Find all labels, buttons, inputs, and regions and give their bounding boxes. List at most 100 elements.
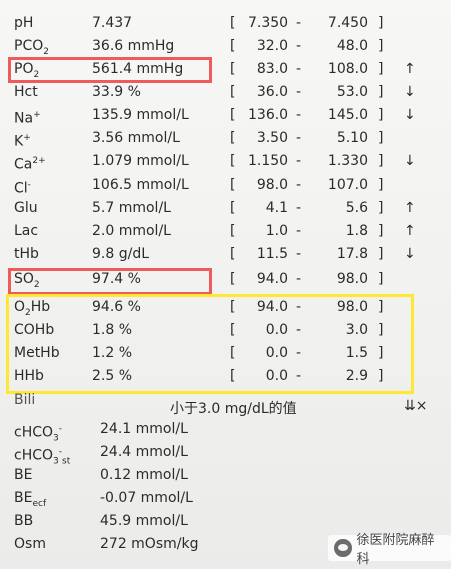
range-dash: - bbox=[296, 345, 302, 361]
range-bracket: [ bbox=[230, 271, 236, 287]
calc-value: 0.12 mmol/L bbox=[100, 467, 188, 483]
ref-high: 2.9 bbox=[345, 368, 368, 384]
calc-value: 24.4 mmol/L bbox=[100, 444, 188, 460]
bili-flag: ⇊× bbox=[404, 398, 428, 414]
abnormal-flag: ↓ bbox=[404, 84, 416, 100]
range-bracket: ] bbox=[378, 130, 384, 146]
analyte-value: 94.6 % bbox=[92, 299, 141, 315]
wechat-icon bbox=[334, 539, 352, 557]
result-row: Hct 33.9 % 36.0 53.0 ↓ [-] bbox=[0, 81, 451, 103]
ref-low: 83.0 bbox=[256, 61, 288, 77]
ref-high: 5.10 bbox=[336, 130, 368, 146]
range-bracket: [ bbox=[230, 322, 236, 338]
range-bracket: [ bbox=[230, 130, 236, 146]
range-bracket: ] bbox=[378, 177, 384, 193]
ref-high: 7.450 bbox=[327, 15, 368, 31]
ref-low: 0.0 bbox=[265, 322, 288, 338]
range-bracket: ] bbox=[378, 15, 384, 31]
abnormal-flag: ↑ bbox=[404, 200, 416, 216]
analyte-value: 1.8 % bbox=[92, 322, 133, 338]
range-dash: - bbox=[296, 200, 302, 216]
ref-low: 0.0 bbox=[265, 368, 288, 384]
calc-name: cHCO3-st bbox=[14, 447, 71, 467]
range-bracket: [ bbox=[230, 61, 236, 77]
abnormal-flag: ↓ bbox=[404, 246, 416, 262]
ref-high: 17.8 bbox=[336, 246, 368, 262]
ref-high: 1.5 bbox=[345, 345, 368, 361]
result-row: Na+ 135.9 mmol/L 136.0 145.0 ↓ [-] bbox=[0, 104, 451, 127]
range-bracket: ] bbox=[378, 38, 384, 54]
analyte-name: SO2 bbox=[14, 271, 40, 290]
ref-high: 98.0 bbox=[336, 271, 368, 287]
range-bracket: [ bbox=[230, 38, 236, 54]
range-bracket: ] bbox=[378, 246, 384, 262]
result-row: HHb 2.5 % 0.0 2.9 [-] bbox=[0, 365, 451, 387]
bili-note: 小于3.0 mg/dL的值 bbox=[170, 401, 297, 417]
analyte-name: K+ bbox=[14, 133, 31, 150]
analyte-value: 135.9 mmol/L bbox=[92, 107, 189, 123]
calc-name: BEecf bbox=[14, 490, 47, 509]
analyte-value: 1.2 % bbox=[92, 345, 133, 361]
result-row: K+ 3.56 mmol/L 3.50 5.10 [ -] bbox=[0, 127, 451, 150]
watermark-label: 徐医附院麻醉科 bbox=[356, 533, 435, 567]
ref-low: 136.0 bbox=[248, 107, 289, 123]
analyte-value: 9.8 g/dL bbox=[92, 246, 150, 262]
analyte-value: 5.7 mmol/L bbox=[92, 200, 171, 216]
analyte-name: PO2 bbox=[14, 61, 40, 80]
analyte-value: 1.079 mmol/L bbox=[92, 153, 189, 169]
analyte-name: Glu bbox=[14, 200, 38, 216]
ref-high: 107.0 bbox=[327, 177, 368, 193]
result-row: PO2 561.4 mmHg 83.0 108.0 ↑ [-] bbox=[0, 58, 451, 80]
range-dash: - bbox=[296, 15, 302, 31]
calculated-row: BE 0.12 mmol/L bbox=[0, 464, 451, 486]
range-bracket: [ bbox=[230, 345, 236, 361]
analyte-name: MetHb bbox=[14, 345, 60, 361]
calc-name: cHCO3- bbox=[14, 424, 63, 444]
analyte-name: PCO2 bbox=[14, 38, 49, 57]
result-row: SO2 97.4 % 94.0 98.0 [-] bbox=[0, 268, 451, 290]
range-dash: - bbox=[296, 368, 302, 384]
ref-low: 98.0 bbox=[256, 177, 288, 193]
range-dash: - bbox=[296, 84, 302, 100]
calc-value: 272 mOsm/kg bbox=[100, 536, 199, 552]
ref-low: 4.1 bbox=[265, 200, 288, 216]
abnormal-flag: ↑ bbox=[404, 223, 416, 239]
analyte-name: tHb bbox=[14, 246, 39, 262]
range-dash: - bbox=[296, 61, 302, 77]
result-row: Lac 2.0 mmol/L 1.0 1.8 ↑ [-] bbox=[0, 220, 451, 242]
range-dash: - bbox=[296, 130, 302, 146]
result-row: Glu 5.7 mmol/L 4.1 5.6 ↑ [-] bbox=[0, 197, 451, 219]
range-bracket: [ bbox=[230, 299, 236, 315]
range-bracket: [ bbox=[230, 107, 236, 123]
range-bracket: [ bbox=[230, 368, 236, 384]
analyte-value: 7.437 bbox=[92, 15, 133, 31]
ref-low: 1.0 bbox=[265, 223, 288, 239]
result-row: PCO2 36.6 mmHg 32.0 48.0 [-] bbox=[0, 35, 451, 57]
analyte-name: Cl- bbox=[14, 180, 31, 197]
range-dash: - bbox=[296, 153, 302, 169]
range-bracket: [ bbox=[230, 84, 236, 100]
range-bracket: [ bbox=[230, 177, 236, 193]
ref-low: 3.50 bbox=[256, 130, 288, 146]
ref-high: 53.0 bbox=[336, 84, 368, 100]
range-bracket: ] bbox=[378, 368, 384, 384]
calculated-row: BEecf -0.07 mmol/L bbox=[0, 487, 451, 509]
calc-value: 24.1 mmol/L bbox=[100, 421, 188, 437]
analyte-value: 3.56 mmol/L bbox=[92, 130, 180, 146]
analyte-name: Hct bbox=[14, 84, 38, 100]
range-dash: - bbox=[296, 246, 302, 262]
range-bracket: ] bbox=[378, 345, 384, 361]
highlight-box-oximetry bbox=[6, 294, 414, 394]
range-bracket: ] bbox=[378, 200, 384, 216]
ref-high: 48.0 bbox=[336, 38, 368, 54]
analyte-value: 2.0 mmol/L bbox=[92, 223, 171, 239]
analyte-value: 2.5 % bbox=[92, 368, 133, 384]
analyte-value: 33.9 % bbox=[92, 84, 141, 100]
range-bracket: ] bbox=[378, 153, 384, 169]
result-row: O2Hb 94.6 % 94.0 98.0 [-] bbox=[0, 296, 451, 318]
analyte-name: COHb bbox=[14, 322, 55, 338]
range-bracket: [ bbox=[230, 200, 236, 216]
range-bracket: [ bbox=[230, 223, 236, 239]
result-row: COHb 1.8 % 0.0 3.0 [-] bbox=[0, 319, 451, 341]
calc-name: Osm bbox=[14, 536, 46, 552]
